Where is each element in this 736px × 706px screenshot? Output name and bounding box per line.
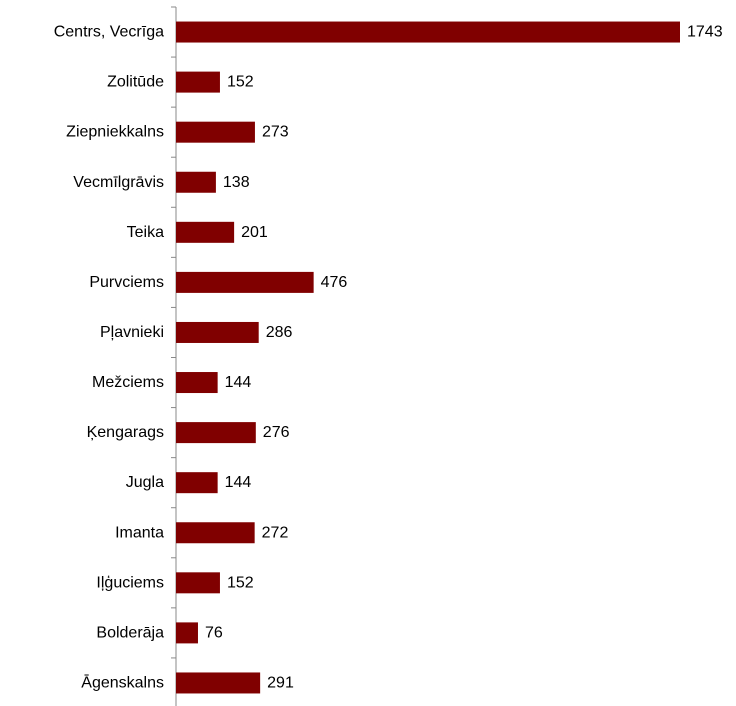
value-label: 152 (227, 574, 254, 591)
value-label: 152 (227, 74, 254, 91)
bar (176, 21, 680, 43)
value-label: 1743 (687, 24, 723, 41)
category-label: Imanta (115, 524, 164, 541)
bar (176, 422, 256, 444)
bar (176, 622, 198, 644)
value-label: 476 (321, 274, 348, 291)
bar (176, 71, 220, 93)
axis-ticks (171, 6, 176, 659)
category-labels-group: Centrs, Vecrīga Zolitūde Ziepniekkalns Vecm… (54, 24, 164, 692)
category-label: Zolitūde (107, 74, 164, 91)
bars-group (176, 21, 680, 694)
bar (176, 672, 261, 694)
category-label: Ķengarags (87, 424, 164, 441)
bar (176, 271, 314, 293)
category-label: Bolderāja (96, 624, 164, 641)
category-label: Pļavnieki (100, 324, 164, 341)
category-label: Teika (127, 224, 164, 241)
bar (176, 572, 220, 594)
value-label: 272 (262, 524, 289, 541)
category-label: Jugla (126, 474, 164, 491)
value-label: 201 (241, 224, 268, 241)
bar (176, 472, 218, 494)
value-label: 138 (223, 174, 250, 191)
category-label: Ziepniekkalns (66, 124, 164, 141)
category-label: Purvciems (89, 274, 164, 291)
category-label: Centrs, Vecrīga (54, 24, 164, 41)
bar (176, 121, 255, 143)
value-label: 291 (267, 674, 294, 691)
value-label: 76 (205, 624, 223, 641)
value-labels-group: 1743 152 273 138 201 476 286 144 276 144 272 152 76 2… (205, 24, 723, 692)
value-label: 273 (262, 124, 289, 141)
bar (176, 522, 255, 544)
category-label: Vecmīlgrāvis (73, 174, 164, 191)
bar (176, 321, 259, 343)
value-label: 276 (263, 424, 290, 441)
category-label: Iļģuciems (96, 573, 164, 591)
bar (176, 372, 218, 394)
bar (176, 221, 235, 243)
value-label: 144 (225, 474, 252, 491)
value-label: 286 (266, 324, 293, 341)
category-label: Mežciems (92, 374, 164, 391)
value-label: 144 (225, 374, 252, 391)
bar (176, 171, 216, 193)
category-label: Āgenskalns (81, 673, 164, 691)
